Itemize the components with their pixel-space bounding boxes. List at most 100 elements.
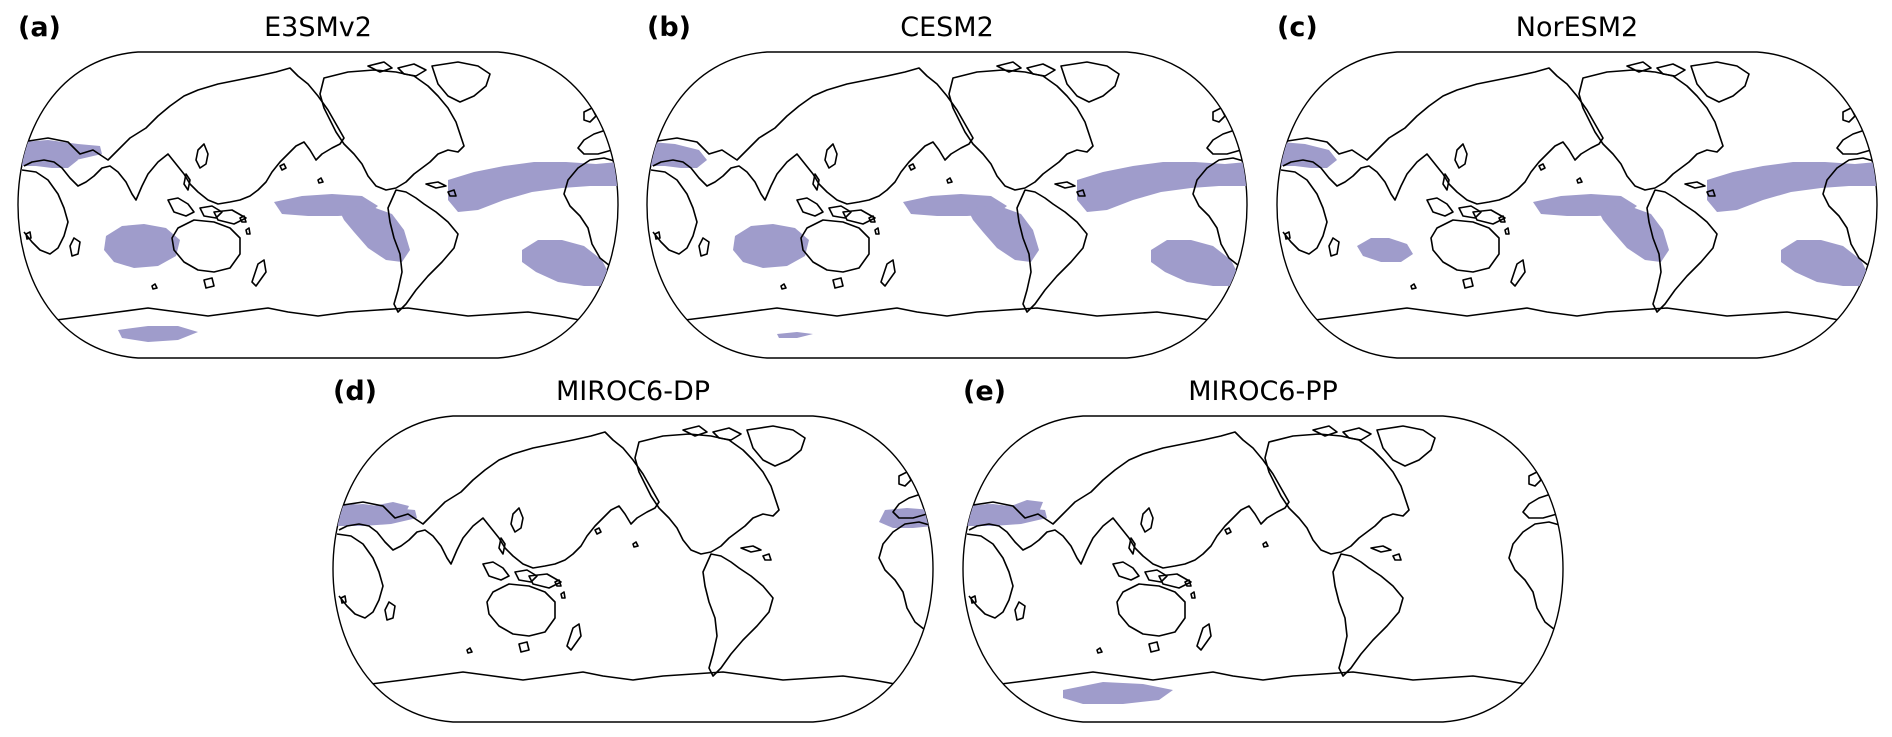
- coastline: [498, 537, 506, 555]
- coastline: [336, 431, 660, 569]
- coastline: [431, 61, 491, 103]
- coastline: [1112, 561, 1140, 581]
- shaded-region-south-atlantic: [522, 240, 610, 286]
- coastline: [482, 561, 510, 581]
- coastline: [195, 143, 209, 169]
- coastline: [317, 177, 324, 184]
- coastline: [1206, 129, 1247, 155]
- coastline: [279, 163, 287, 171]
- coastline: [1262, 541, 1269, 548]
- coastline: [367, 61, 393, 73]
- coastline: [970, 595, 977, 604]
- coastline: [1538, 163, 1546, 171]
- coastline: [1076, 189, 1086, 197]
- coastline: [1190, 591, 1196, 599]
- coastline: [554, 579, 562, 587]
- map-content: [21, 61, 618, 342]
- coastline: [55, 307, 581, 321]
- coastline: [387, 189, 459, 313]
- world-map: [1276, 51, 1878, 359]
- coastline: [684, 307, 1210, 321]
- coastline: [812, 173, 820, 191]
- coastline: [1462, 277, 1474, 289]
- shaded-region-nw-africa-band: [967, 504, 1047, 526]
- coastline: [1284, 231, 1291, 240]
- panel-title: MIROC6-DP: [555, 376, 711, 407]
- coastline: [239, 215, 247, 223]
- coastline: [1836, 129, 1877, 155]
- shaded-region-south-atlantic: [1781, 240, 1869, 286]
- coastline: [878, 521, 933, 635]
- panel-letter: (c): [1277, 12, 1318, 43]
- coastline: [1332, 553, 1404, 677]
- coastline: [1822, 157, 1877, 271]
- coastline: [69, 237, 81, 257]
- coastline: [466, 647, 473, 654]
- world-map: [646, 51, 1248, 359]
- coastline: [183, 173, 191, 191]
- coastline: [486, 583, 556, 637]
- coastline: [702, 553, 774, 677]
- coastline: [1016, 189, 1088, 313]
- coastline: [1280, 67, 1604, 205]
- coastline: [167, 197, 195, 217]
- world-map: [17, 51, 619, 359]
- coastline: [1312, 425, 1338, 437]
- coastline: [1128, 537, 1136, 555]
- coastline: [1148, 641, 1160, 653]
- coastline: [510, 507, 524, 533]
- world-map: [962, 415, 1564, 723]
- coastline: [245, 227, 251, 235]
- coastline: [796, 197, 824, 217]
- coastline: [21, 67, 345, 205]
- coastline: [1578, 69, 1724, 191]
- coastline: [1014, 601, 1026, 621]
- shaded-region-caribbean-n-atlantic: [1707, 162, 1877, 212]
- coastline: [880, 259, 896, 287]
- panel-b: (b) CESM2: [646, 10, 1248, 370]
- coastline: [1054, 181, 1076, 189]
- coastline: [199, 205, 223, 219]
- coastline: [740, 545, 762, 553]
- coastline: [832, 277, 844, 289]
- coastline: [251, 259, 267, 287]
- coastline: [171, 219, 241, 273]
- coastline: [1328, 237, 1340, 257]
- coastline: [698, 237, 710, 257]
- coastline: [1026, 63, 1056, 77]
- coastline: [336, 533, 384, 619]
- coastline: [1280, 169, 1328, 255]
- coastline: [650, 169, 698, 255]
- coastline: [447, 189, 457, 197]
- coastline: [746, 425, 806, 467]
- panel-d: (d) MIROC6-DP: [332, 374, 934, 734]
- coastline: [583, 107, 597, 123]
- coastline: [21, 169, 69, 255]
- coastline: [1192, 157, 1247, 271]
- coastline: [1392, 553, 1402, 561]
- coastline: [319, 69, 465, 191]
- coastline: [1646, 189, 1718, 313]
- panel-letter: (b): [647, 12, 692, 43]
- panel-e: (e) MIROC6-PP: [962, 374, 1564, 734]
- shaded-region-nw-africa-band: [337, 504, 417, 526]
- shaded-region-antarctic-sliver: [777, 332, 813, 338]
- coastline: [1510, 259, 1526, 287]
- world-map: [332, 415, 934, 723]
- shaded-region-se-indian-ocean: [104, 224, 180, 268]
- coastline: [1264, 433, 1410, 555]
- coastline: [1706, 189, 1716, 197]
- shaded-region-se-pacific-tongue: [967, 206, 1039, 262]
- coastline: [1196, 623, 1212, 651]
- map-content: [966, 425, 1563, 704]
- coastline: [577, 129, 618, 155]
- coastline: [1000, 671, 1526, 685]
- coastline: [800, 219, 870, 273]
- coastline: [1656, 63, 1686, 77]
- coastline: [948, 69, 1094, 191]
- coastline: [1342, 427, 1372, 441]
- coastline: [1522, 493, 1563, 519]
- map-content: [1280, 61, 1877, 321]
- coastline: [1576, 177, 1583, 184]
- shaded-region-caribbean-n-atlantic: [448, 162, 618, 212]
